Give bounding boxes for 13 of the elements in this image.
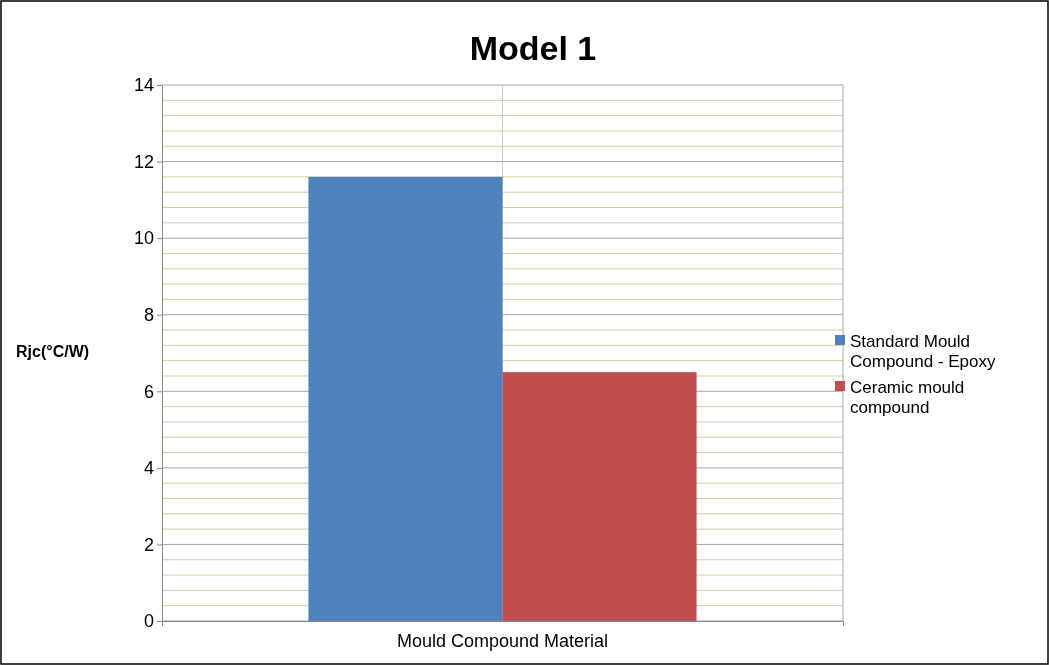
legend-label: Ceramic mould compound — [850, 378, 965, 417]
y-tick-label: 10 — [133, 228, 154, 249]
y-tick-label: 0 — [143, 611, 154, 632]
y-tick-label: 8 — [143, 304, 154, 325]
y-tick-label: 14 — [133, 75, 154, 96]
legend-label: Standard Mould Compound - Epoxy — [850, 332, 997, 371]
y-tick-label: 2 — [143, 534, 154, 555]
y-tick-label: 4 — [143, 458, 154, 479]
chart-title: Model 1 — [469, 29, 597, 67]
y-tick-label: 12 — [133, 151, 154, 172]
x-tick-label: Mould Compound Material — [396, 631, 609, 652]
y-axis-title: Rjc(°C/W) — [16, 343, 90, 360]
y-tick-label: 6 — [143, 381, 154, 402]
